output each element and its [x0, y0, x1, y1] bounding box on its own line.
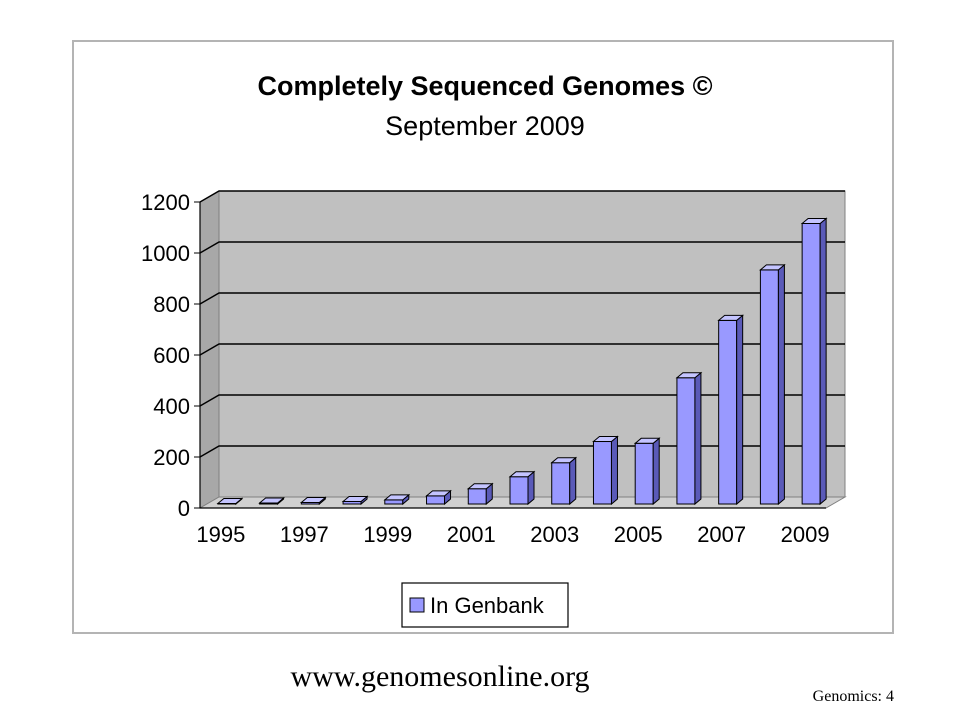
- bar-chart: Completely Sequenced Genomes © September…: [141, 71, 847, 628]
- gridline: [199, 190, 845, 203]
- bar-1997: [299, 496, 327, 506]
- chart-title: Completely Sequenced Genomes ©: [257, 71, 712, 101]
- bar-front: [759, 269, 779, 505]
- bar-top: [592, 436, 619, 443]
- chart-subtitle: September 2009: [385, 111, 585, 141]
- bar-side: [652, 437, 660, 506]
- bars-group: [216, 217, 828, 506]
- bar-2007: [717, 314, 745, 506]
- gridline: [199, 241, 845, 254]
- bar-1998: [341, 495, 369, 506]
- x-tick-label: 2009: [781, 522, 830, 547]
- x-tick-label: 1995: [196, 522, 245, 547]
- bar-top: [675, 372, 703, 379]
- bar-top: [508, 471, 536, 478]
- bar-top: [258, 497, 285, 504]
- bar-front: [551, 462, 571, 505]
- legend-box: [401, 582, 569, 628]
- bar-top: [299, 496, 327, 503]
- bar-side: [777, 263, 785, 506]
- y-tick-label: 1000: [141, 241, 190, 266]
- bar-1996: [258, 496, 285, 506]
- bar-top: [341, 495, 369, 502]
- bar-2000: [425, 489, 452, 506]
- gridline: [199, 343, 845, 356]
- x-tick-label: 2001: [447, 522, 496, 547]
- bar-side: [694, 371, 702, 506]
- bar-front: [509, 476, 529, 505]
- bar-front: [718, 319, 738, 505]
- legend: In Genbank: [401, 582, 569, 628]
- bar-2009: [800, 217, 828, 506]
- bar-2001: [466, 482, 494, 506]
- bar-2003: [550, 456, 578, 506]
- y-axis-ticks: 0 200 400 600 800 1000 1200: [141, 190, 200, 521]
- bar-2004: [592, 435, 619, 506]
- source-url[interactable]: www.genomesonline.org: [290, 660, 590, 693]
- bar-side: [610, 435, 618, 506]
- legend-label: In Genbank: [430, 593, 545, 618]
- bar-front: [634, 442, 654, 505]
- bar-top: [633, 437, 661, 444]
- x-tick-label: 1999: [363, 522, 412, 547]
- gridline: [199, 292, 845, 305]
- bar-front: [592, 441, 612, 505]
- x-tick-label: 2003: [530, 522, 579, 547]
- bar-top: [383, 494, 411, 501]
- plot-area: [198, 190, 847, 509]
- y-tick-label: 800: [153, 292, 190, 317]
- y-tick-label: 600: [153, 343, 190, 368]
- x-tick-label: 2007: [697, 522, 746, 547]
- y-tick-label: 1200: [141, 190, 190, 215]
- bar-top: [550, 457, 578, 464]
- bar-top: [466, 483, 494, 490]
- y-tick-label: 400: [153, 394, 190, 419]
- chart-frame: Completely Sequenced Genomes © September…: [72, 40, 894, 634]
- bar-front: [467, 488, 487, 505]
- x-axis-ticks: 1995 1997 1999 2001 2003 2005 2007 2009: [196, 522, 829, 547]
- bar-2002: [508, 470, 536, 506]
- bar-top: [425, 490, 452, 497]
- bar-front: [801, 223, 821, 505]
- legend-swatch: [409, 597, 425, 613]
- bar-1999: [383, 493, 411, 506]
- bar-side: [736, 314, 744, 506]
- bar-top: [759, 264, 786, 271]
- bar-side: [819, 217, 827, 506]
- gridline: [199, 394, 845, 407]
- bar-top: [717, 314, 745, 321]
- y-tick-label: 200: [153, 445, 190, 470]
- bar-top: [800, 218, 828, 224]
- bar-front: [676, 377, 696, 505]
- bar-front: [384, 499, 404, 505]
- bar-top: [216, 497, 244, 504]
- bar-1995: [216, 497, 244, 506]
- bar-2006: [675, 371, 703, 506]
- x-tick-label: 1997: [280, 522, 329, 547]
- bar-front: [426, 495, 446, 505]
- bar-2005: [633, 437, 661, 506]
- y-tick-label: 0: [178, 496, 190, 521]
- slide-number: Genomics: 4: [812, 688, 894, 705]
- bar-2008: [759, 263, 786, 506]
- bar-side: [569, 456, 577, 506]
- x-tick-label: 2005: [614, 522, 663, 547]
